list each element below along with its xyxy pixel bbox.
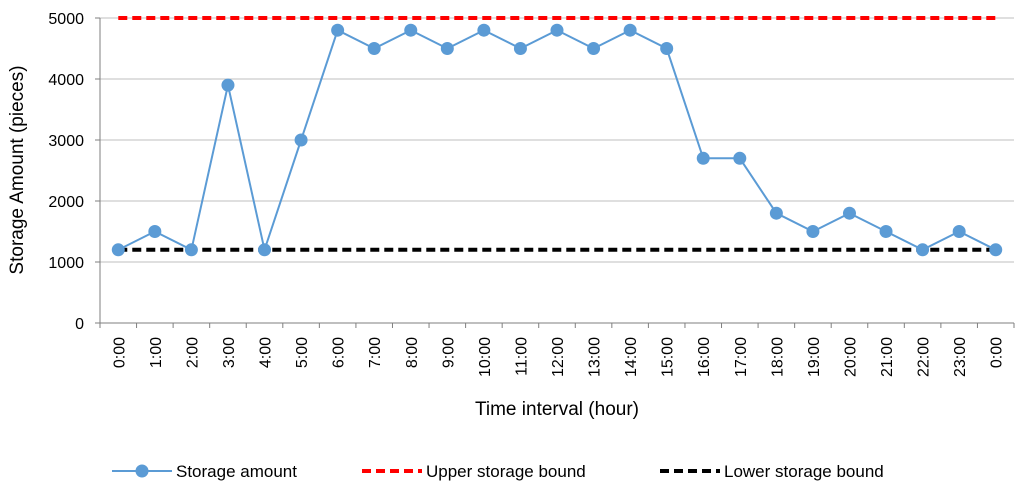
y-tick-label: 2000 xyxy=(48,194,84,211)
data-point xyxy=(148,225,162,238)
x-tick-label: 8:00 xyxy=(404,337,421,368)
y-tick-label: 4000 xyxy=(48,72,84,89)
data-point xyxy=(221,78,235,92)
plot-series xyxy=(111,16,1003,257)
data-point xyxy=(294,133,308,147)
data-point xyxy=(587,42,601,55)
x-tick-label: 0:00 xyxy=(989,337,1006,368)
data-point xyxy=(660,42,674,55)
data-point xyxy=(184,243,198,257)
data-point xyxy=(769,206,783,220)
x-tick-label: 0:00 xyxy=(111,337,128,368)
x-tick-label: 5:00 xyxy=(294,337,311,368)
x-tick-label: 11:00 xyxy=(513,337,530,376)
data-point xyxy=(111,243,125,257)
data-point xyxy=(842,206,856,220)
data-point xyxy=(623,23,637,37)
axes xyxy=(95,17,1015,328)
y-tick-label: 1000 xyxy=(48,255,84,272)
x-tick-label: 17:00 xyxy=(733,337,750,377)
legend-marker-storage-amount xyxy=(135,464,149,478)
x-tick-label: 9:00 xyxy=(440,337,457,368)
data-point xyxy=(367,42,381,55)
legend-label-lower-storage-bound: Lower storage bound xyxy=(724,462,884,481)
data-point xyxy=(733,151,747,165)
x-axis-title: Time interval (hour) xyxy=(475,399,639,420)
data-point xyxy=(916,243,930,257)
legend-label-upper-storage-bound: Upper storage bound xyxy=(426,462,586,481)
y-tick-label: 5000 xyxy=(48,11,84,28)
y-axis-title: Storage Amount (pieces) xyxy=(7,65,28,274)
x-tick-label: 18:00 xyxy=(769,337,786,377)
x-tick-label: 7:00 xyxy=(367,337,384,368)
legend-label-storage-amount: Storage amount xyxy=(176,462,297,481)
y-tick-label: 0 xyxy=(75,316,84,333)
x-tick-label: 22:00 xyxy=(916,337,933,377)
data-point xyxy=(806,225,820,238)
x-tick-label: 3:00 xyxy=(221,337,238,368)
data-point xyxy=(952,225,966,238)
x-tick-label: 19:00 xyxy=(806,337,823,377)
x-tick-label: 23:00 xyxy=(952,337,969,377)
x-tick-label: 10:00 xyxy=(477,337,494,377)
x-tick-label: 2:00 xyxy=(184,337,201,368)
data-point xyxy=(477,23,491,37)
tick-labels: 0 1000 2000 3000 4000 5000 0:00 1:00 2:00 3:00 4:0… xyxy=(48,11,1005,377)
x-tick-label: 16:00 xyxy=(696,337,713,377)
data-point xyxy=(513,42,527,55)
data-point xyxy=(550,23,564,37)
data-point xyxy=(879,225,893,238)
y-tick-label: 3000 xyxy=(48,133,84,150)
x-tick-label: 13:00 xyxy=(587,337,604,377)
legend: Storage amount Upper storage bound Lower s… xyxy=(112,462,884,481)
x-tick-label: 4:00 xyxy=(258,337,275,368)
x-tick-label: 21:00 xyxy=(879,337,896,377)
data-point xyxy=(440,42,454,55)
x-tick-label: 12:00 xyxy=(550,337,567,377)
data-point xyxy=(989,243,1003,257)
x-tick-label: 1:00 xyxy=(148,337,165,368)
x-tick-label: 20:00 xyxy=(842,337,859,377)
data-point xyxy=(404,23,418,37)
x-tick-label: 15:00 xyxy=(660,337,677,377)
gridlines xyxy=(100,17,1014,263)
x-tick-label: 6:00 xyxy=(331,337,348,368)
data-point xyxy=(696,151,710,165)
data-point xyxy=(258,243,272,257)
x-tick-label: 14:00 xyxy=(623,337,640,377)
data-point xyxy=(331,23,345,37)
